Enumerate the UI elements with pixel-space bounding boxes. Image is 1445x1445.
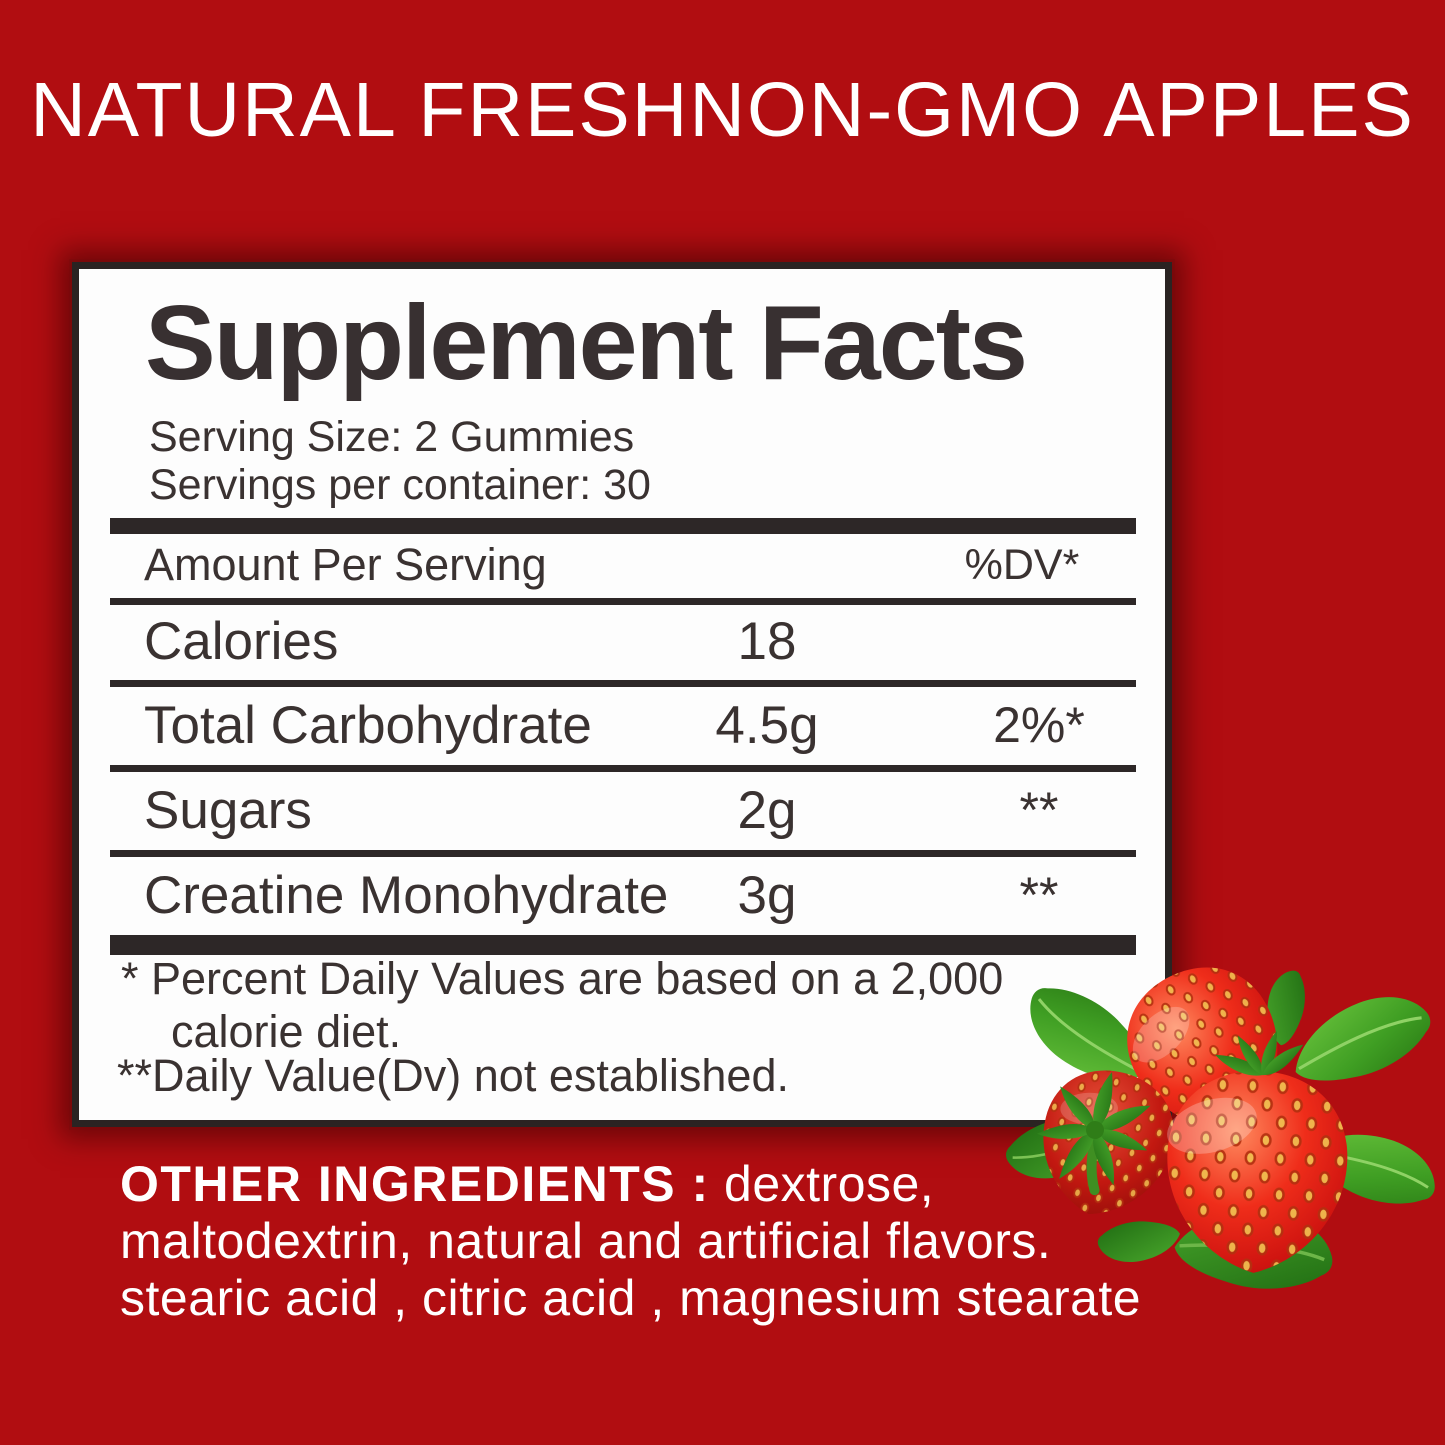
row-amount: 18 [737, 612, 797, 671]
calyx-icon [1036, 1070, 1154, 1196]
strawberry-icon [1163, 1029, 1351, 1277]
col-header-dv: %DV* [964, 541, 1080, 589]
row-dv: 2%* [993, 697, 1085, 753]
row-amount: 3g [737, 866, 797, 925]
row-dv: ** [1019, 867, 1059, 923]
table-row: Calories 18 [79, 605, 1165, 679]
footnote-dv-not-established: **Daily Value(Dv) not established. [117, 1050, 789, 1101]
servings-per-container: Servings per container: 30 [149, 461, 651, 509]
divider-thin [110, 598, 1136, 605]
table-header-row: Amount Per Serving %DV* [79, 533, 1165, 597]
divider-thin [110, 680, 1136, 687]
ingredients-line-3: stearic acid , citric acid , magnesium s… [120, 1270, 1142, 1326]
divider-thick-bottom [110, 935, 1136, 955]
serving-size: Serving Size: 2 Gummies [149, 413, 635, 461]
divider-thick-top [110, 518, 1136, 534]
table-row: Total Carbohydrate 4.5g 2%* [79, 687, 1165, 764]
supplement-facts-panel: Supplement Facts Serving Size: 2 Gummies… [72, 262, 1172, 1127]
serving-info: Serving Size: 2 Gummies Servings per con… [149, 413, 651, 509]
panel-title: Supplement Facts [145, 284, 1028, 402]
row-label: Calories [144, 612, 339, 671]
strawberry-icon [1104, 945, 1310, 1158]
divider-thin [110, 765, 1136, 772]
row-label: Total Carbohydrate [144, 696, 592, 755]
row-amount: 2g [737, 781, 797, 840]
table-row: Sugars 2g ** [79, 772, 1165, 849]
strawberries-icon [1001, 945, 1445, 1295]
row-dv: ** [1019, 782, 1059, 838]
divider-thin [110, 850, 1136, 857]
footnote-daily-values-cont: calorie diet. [171, 1006, 402, 1057]
ingredients-label: OTHER INGREDIENTS : [120, 1156, 710, 1212]
row-label: Sugars [144, 781, 312, 840]
ingredients-line-1: OTHER INGREDIENTS : dextrose, [120, 1156, 935, 1212]
row-amount: 4.5g [715, 696, 819, 755]
table-row: Creatine Monohydrate 3g ** [79, 857, 1165, 934]
page-title: NATURAL FRESHNON-GMO APPLES [30, 67, 1415, 153]
col-header-amount-per-serving: Amount Per Serving [144, 539, 547, 590]
other-ingredients-text: OTHER INGREDIENTS : dextrose, maltodextr… [120, 1156, 1141, 1327]
row-label: Creatine Monohydrate [144, 866, 669, 925]
footnote-daily-values: * Percent Daily Values are based on a 2,… [121, 953, 1004, 1004]
ingredients-line-2: maltodextrin, natural and artificial fla… [120, 1213, 1052, 1269]
